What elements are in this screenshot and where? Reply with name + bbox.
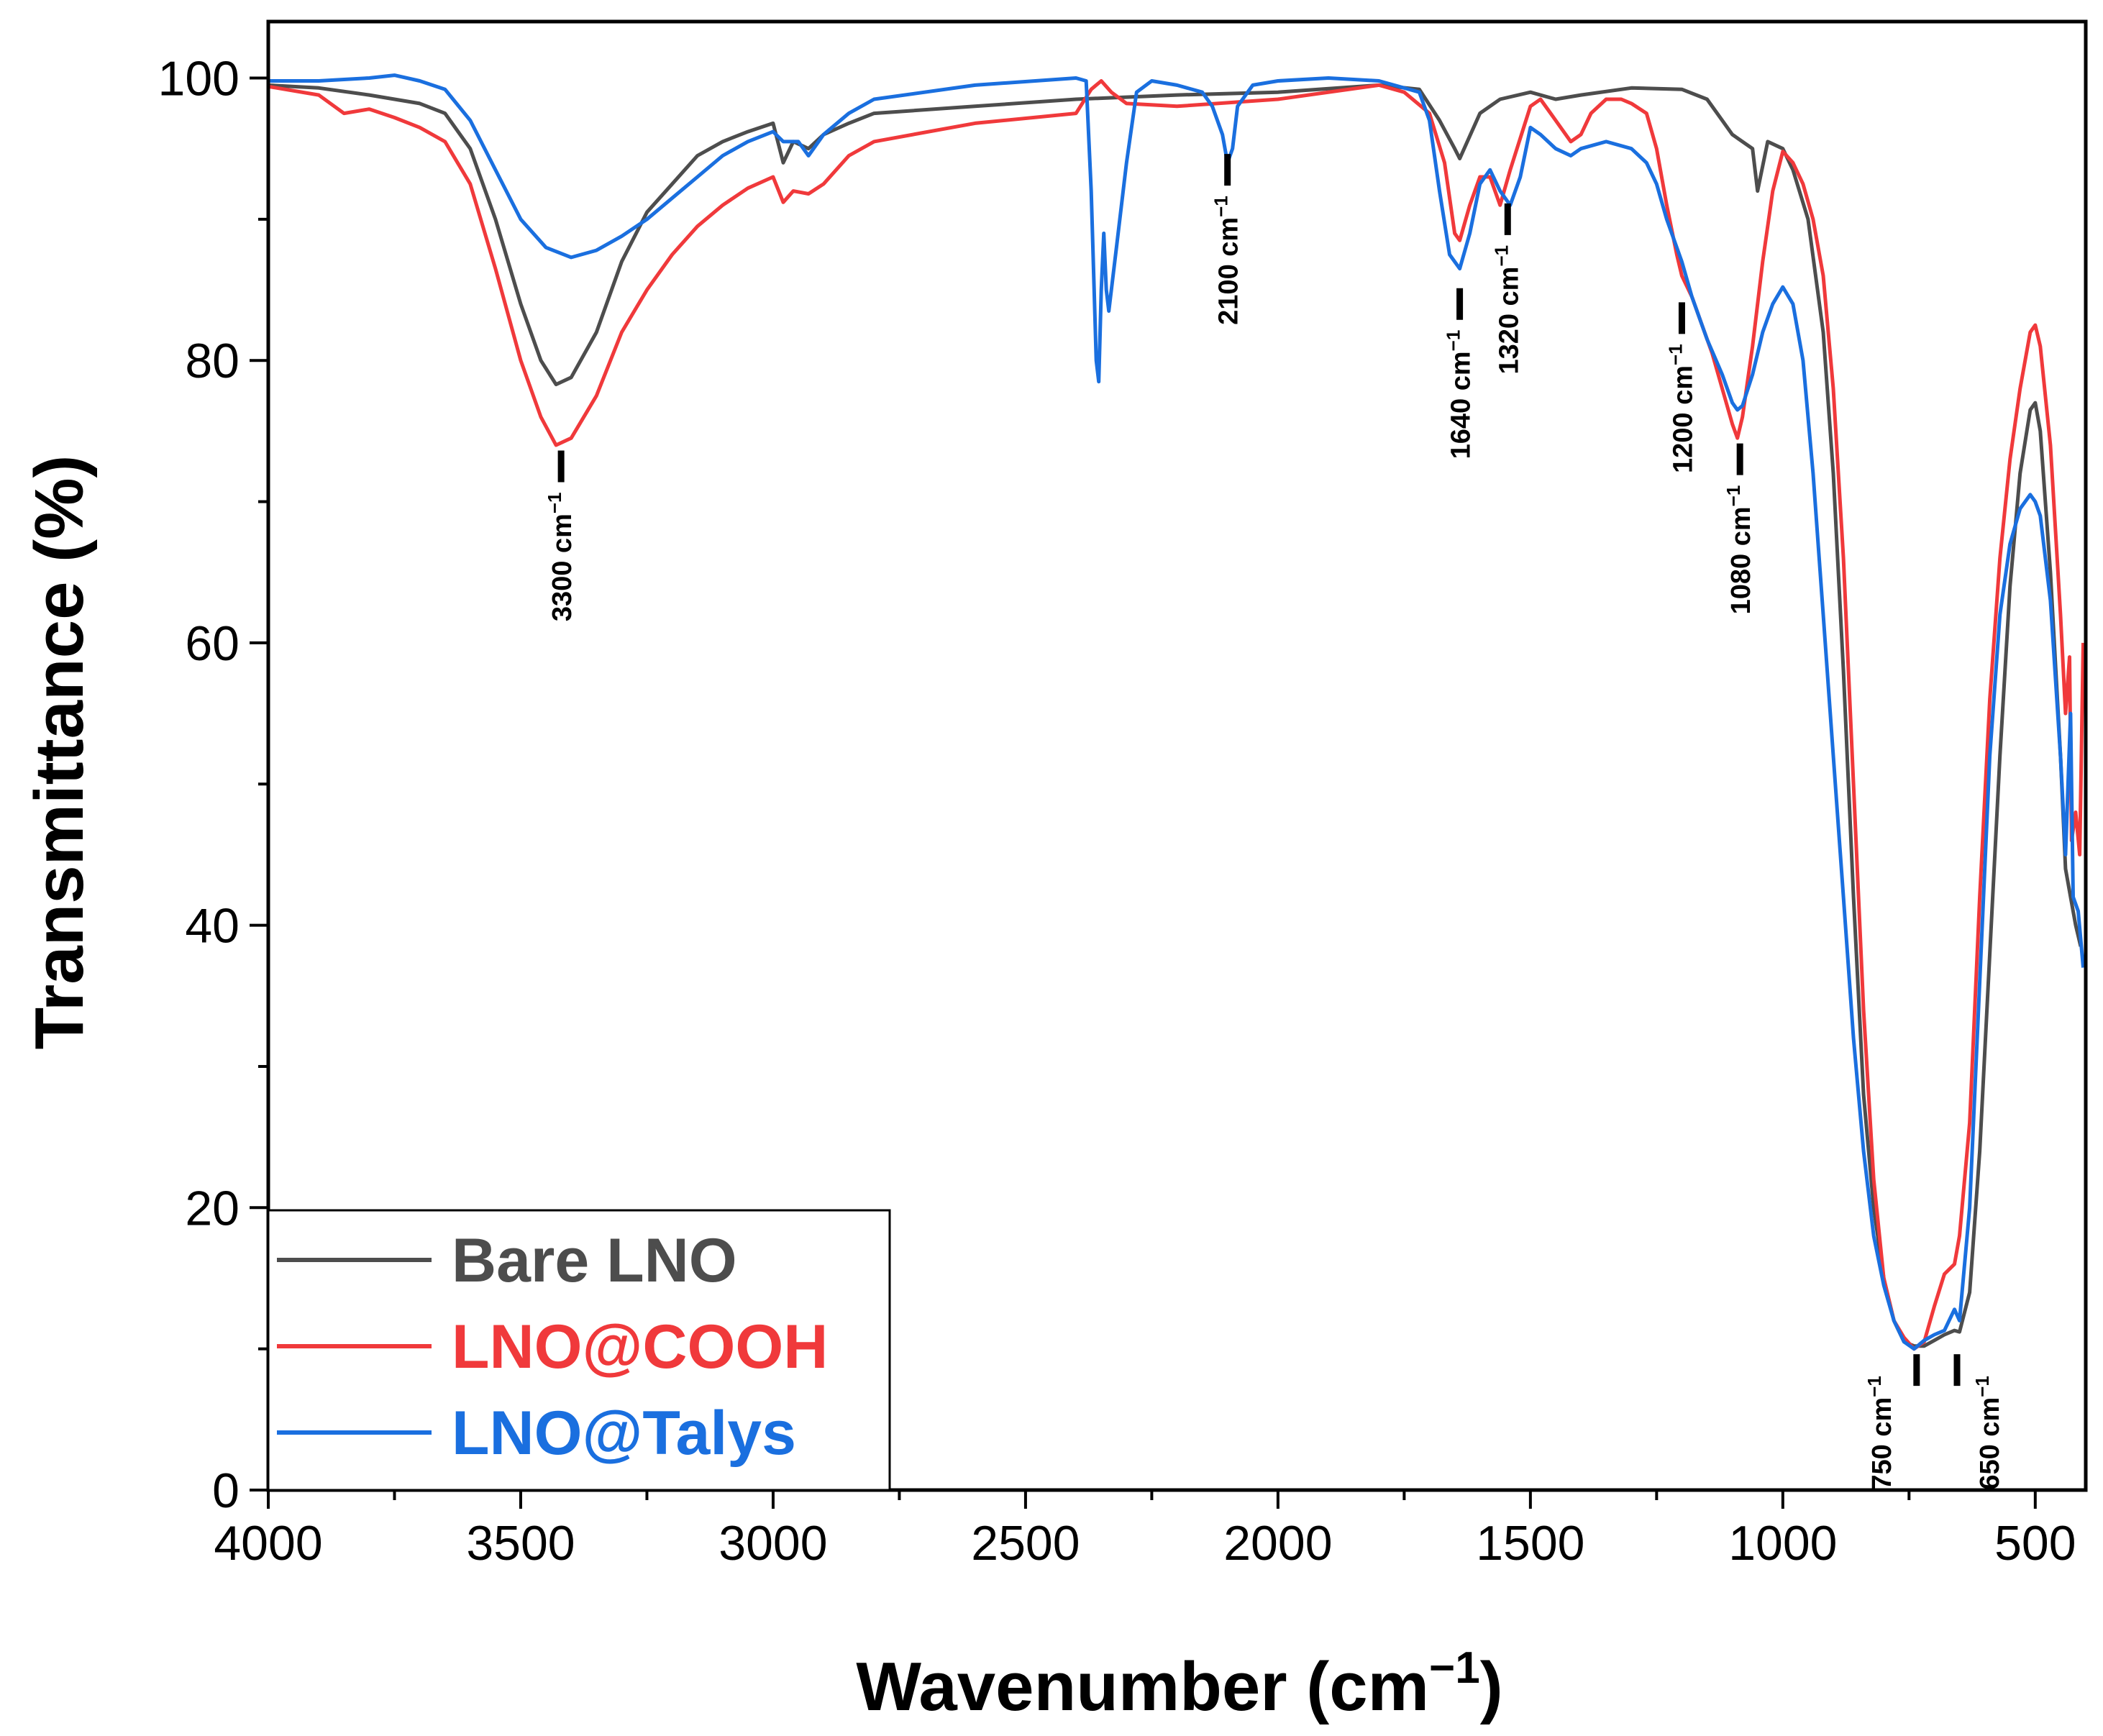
peak-label-sup: −1: [1723, 485, 1744, 507]
peak-label-sup: −1: [1210, 196, 1232, 217]
x-tick-label: 3500: [466, 1516, 575, 1571]
y-tick-label: 0: [212, 1463, 240, 1518]
y-tick-label: 20: [185, 1181, 240, 1235]
peak-label-text: 750 cm: [1867, 1397, 1897, 1490]
peak-label-sup: −1: [1490, 245, 1512, 267]
peak-label-text: 1200 cm: [1668, 365, 1698, 473]
legend-label-0: Bare LNO: [452, 1226, 737, 1295]
peak-label-sup: −1: [1443, 330, 1464, 352]
x-axis-title-close: ): [1480, 1648, 1503, 1725]
y-tick-label: 60: [185, 616, 240, 671]
y-tick-label: 40: [185, 899, 240, 954]
x-axis-ticks: 4000 3500 3000 2500 2000 1500 1000 500: [214, 1490, 2076, 1571]
x-tick-label: 2000: [1223, 1516, 1332, 1571]
peak-label: 2100 cm−1: [1210, 196, 1244, 325]
peak-label-text: 650 cm: [1975, 1397, 2005, 1490]
peak-label-sup: −1: [1664, 344, 1686, 365]
series-line-0: [268, 83, 2083, 1348]
x-tick-label: 1500: [1476, 1516, 1584, 1571]
x-axis-title: Wavenumber (cm−1): [856, 1643, 1502, 1725]
peak-label: 3300 cm−1: [544, 492, 578, 621]
peak-label-text: 1320 cm: [1494, 267, 1524, 375]
legend-label-2: LNO@Talys: [452, 1399, 796, 1468]
legend: Bare LNO LNO@COOH LNO@Talys: [267, 1209, 891, 1491]
peak-label-text: 1640 cm: [1446, 351, 1477, 459]
peak-label-sup: −1: [1971, 1376, 1993, 1397]
peak-label: 750 cm−1: [1863, 1376, 1897, 1490]
y-axis-title: Transmittance (%): [21, 455, 98, 1050]
x-axis-title-main: Wavenumber (cm: [856, 1648, 1429, 1725]
peak-label: 650 cm−1: [1971, 1376, 2005, 1490]
x-tick-label: 4000: [214, 1516, 322, 1571]
series-line-1: [268, 79, 2085, 1351]
x-tick-label: 3000: [719, 1516, 827, 1571]
legend-box: [267, 1209, 891, 1491]
peak-label-text: 3300 cm: [547, 513, 578, 621]
peak-label: 1320 cm−1: [1490, 245, 1524, 375]
y-tick-label: 80: [185, 334, 240, 388]
x-axis-title-sup: −1: [1429, 1643, 1480, 1693]
peak-label-text: 2100 cm: [1214, 217, 1244, 325]
legend-label-1: LNO@COOH: [452, 1312, 828, 1381]
peak-label-sup: −1: [1863, 1376, 1885, 1397]
series-line-2: [268, 73, 2085, 1351]
peak-label-sup: −1: [544, 492, 565, 513]
y-tick-label: 100: [158, 52, 240, 106]
peak-label: 1640 cm−1: [1443, 330, 1477, 460]
peak-label: 1200 cm−1: [1664, 344, 1698, 473]
x-tick-label: 1000: [1728, 1516, 1837, 1571]
peak-label: 1080 cm−1: [1723, 485, 1756, 615]
peak-label-text: 1080 cm: [1726, 506, 1756, 614]
plot-frame: [266, 19, 2088, 1492]
x-tick-label: 500: [1994, 1516, 2076, 1571]
y-axis-ticks: 0 20 40 60 80 100: [158, 52, 268, 1518]
series-curves: [268, 73, 2085, 1351]
x-tick-label: 2500: [971, 1516, 1080, 1571]
